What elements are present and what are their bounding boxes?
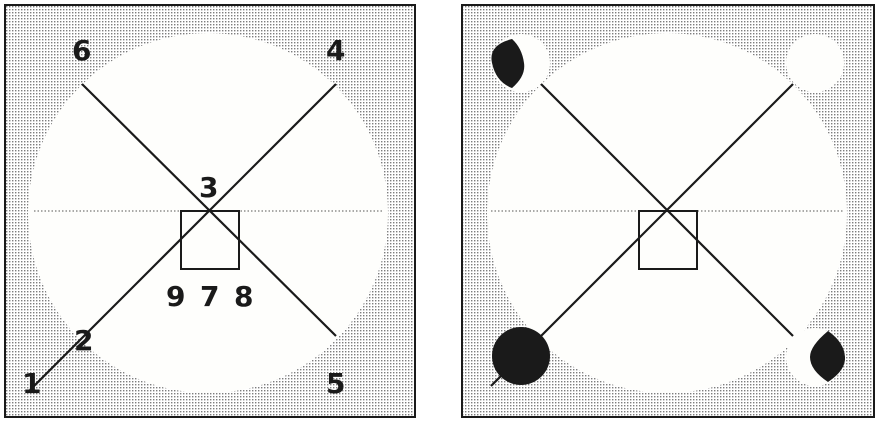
- right-center-square: [638, 210, 698, 270]
- corner-circle-top-right: [786, 34, 844, 92]
- right-field-circle: [487, 33, 847, 393]
- label-5: 5: [326, 367, 345, 400]
- label-7: 7: [200, 280, 219, 313]
- label-3: 3: [199, 171, 218, 204]
- label-6: 6: [72, 34, 91, 67]
- label-9: 9: [166, 280, 185, 313]
- label-4: 4: [326, 34, 345, 67]
- left-diagonal-b: [29, 83, 337, 391]
- half-moon-bottom-right: [810, 331, 846, 382]
- left-panel: 6 4 3 9 7 8 2 1 5: [4, 4, 416, 418]
- label-8: 8: [234, 280, 253, 313]
- left-center-square: [180, 210, 240, 270]
- right-panel: [461, 4, 875, 418]
- label-2: 2: [74, 324, 93, 357]
- label-1: 1: [22, 367, 41, 400]
- right-diagonal-b: [490, 83, 794, 387]
- half-moon-top-left-outer: [491, 39, 525, 88]
